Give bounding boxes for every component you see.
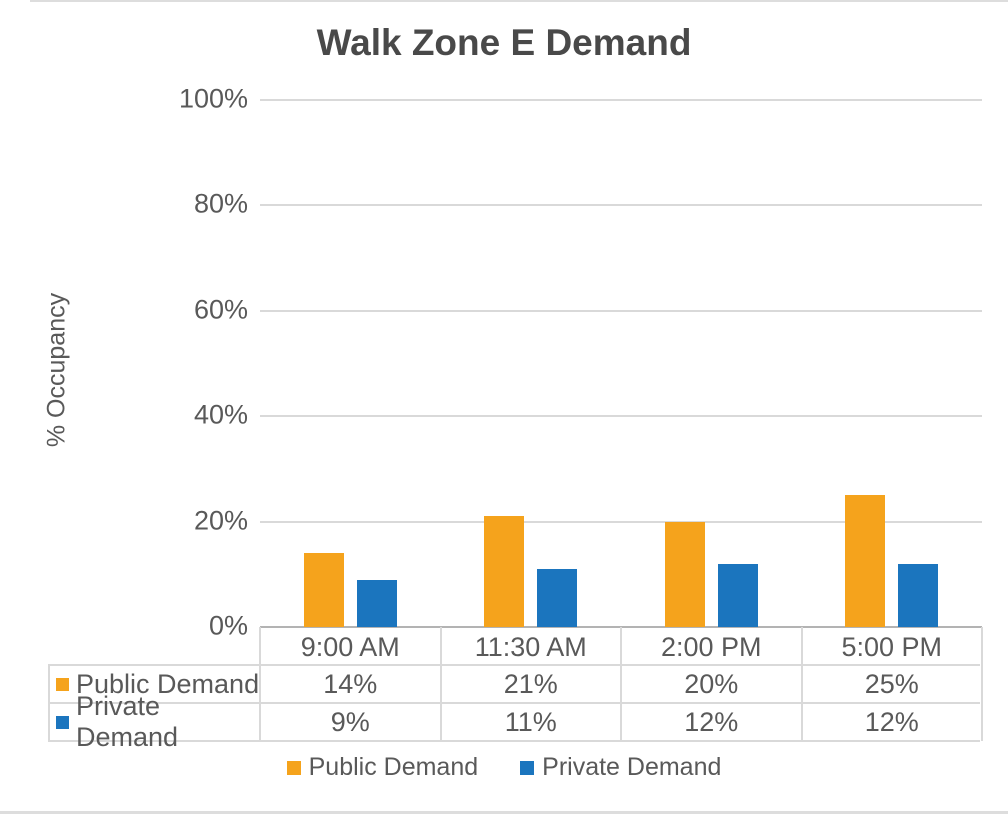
table-column-divider [259,627,261,741]
series-name: Private Demand [76,691,179,752]
table-column-divider [981,627,983,741]
legend-item: Public Demand [286,753,479,782]
legend-swatch [286,760,301,775]
bar-public-demand [845,495,886,627]
chart-title: Walk Zone E Demand [316,22,692,63]
table-value-cell: 9% [330,707,370,737]
bar-private-demand [356,579,397,627]
bar-private-demand [537,569,578,627]
series-key-swatch [56,715,69,729]
legend: Public Demand Private Demand [0,753,1008,782]
bar-private-demand [717,563,758,627]
table-row-divider [48,740,980,742]
y-axis-title: % Occupancy [42,292,71,448]
y-tick-label: 40% [193,399,248,430]
table-column-divider [620,627,622,741]
y-tick-label: 100% [178,83,248,114]
legend-label: Public Demand [308,753,479,781]
table-row-header: Public Demand [48,665,260,703]
y-tick-label: 80% [193,188,248,219]
x-axis-label: 11:30 AM [474,632,587,662]
bar-public-demand [664,521,705,627]
gridline [260,204,982,207]
table-value-cell: 20% [684,669,739,699]
gridline [260,309,982,312]
bar-private-demand [898,563,939,627]
series-key-swatch [56,677,69,691]
table-value-cell: 21% [503,669,558,699]
y-tick-label: 60% [193,294,248,325]
table-value-cell: 11% [504,707,557,737]
table-column-divider [800,627,803,741]
x-axis-label: 2:00 PM [660,632,762,662]
series-name: Public Demand [76,668,260,699]
bar-public-demand [484,516,525,627]
table-value-cell: 12% [684,707,739,737]
table-value-cell: 12% [864,707,919,737]
bar-public-demand [303,553,344,627]
legend-item: Private Demand [520,753,721,782]
table-row-header: Private Demand [48,691,260,752]
y-tick-label: 0% [208,610,248,641]
x-axis-label: 5:00 PM [841,632,943,662]
y-tick-label: 20% [193,504,248,535]
table-value-cell: 14% [323,669,378,699]
gridline [260,415,982,418]
gridline [260,99,982,101]
legend-label: Private Demand [542,753,722,781]
table-column-divider [439,627,442,741]
photo-edge-bottom [0,811,1008,814]
legend-swatch [520,760,535,775]
table-row-divider [48,702,980,704]
gridline [260,520,982,523]
x-axis-label: 9:00 AM [300,632,400,662]
table-value-cell: 25% [864,669,919,699]
table-row-divider [48,664,980,666]
photo-edge-top [30,0,1008,2]
